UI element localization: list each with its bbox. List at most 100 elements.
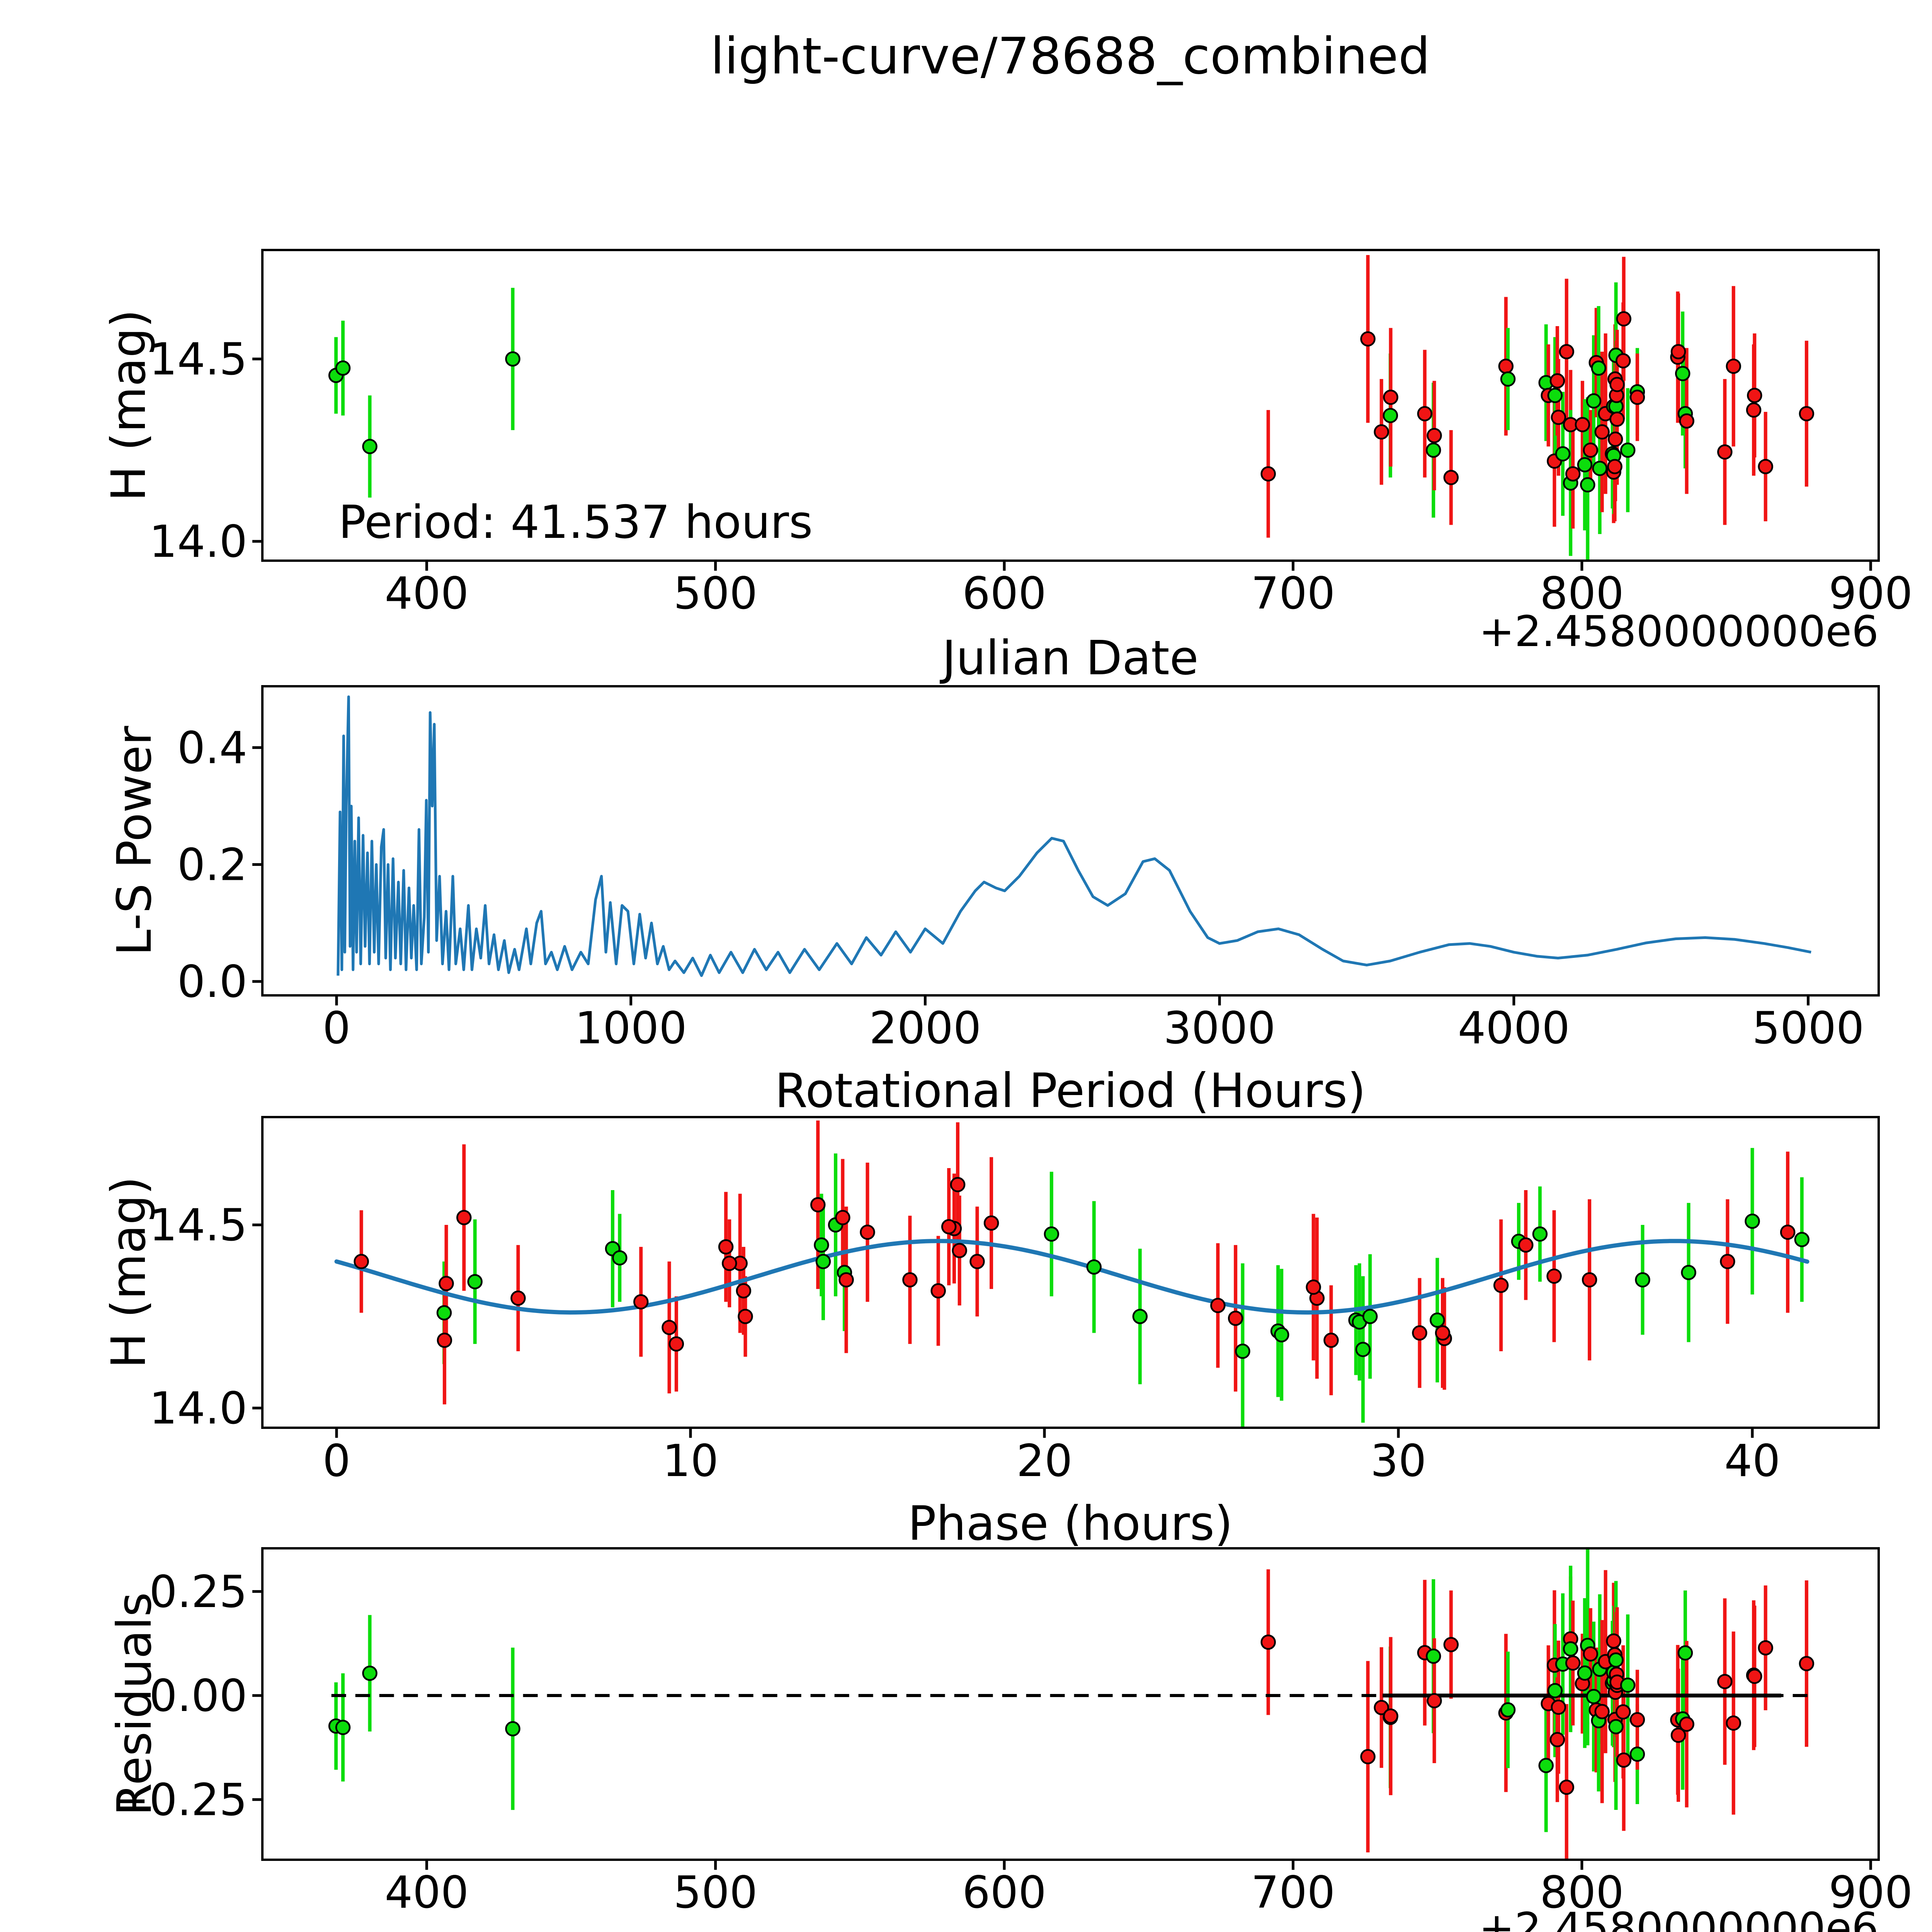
x-tick-label: 0 [323, 1002, 351, 1054]
data-point-red [1575, 417, 1590, 432]
data-point-red [1629, 389, 1645, 405]
data-point-red [1260, 1634, 1276, 1650]
data-point-red [1670, 344, 1686, 359]
data-point-red [1435, 1325, 1451, 1341]
y-tick-label: 14.0 [149, 516, 247, 567]
ylabel-h-mag-2: H (mag) [101, 1177, 156, 1369]
data-point-red [1417, 406, 1433, 422]
axis-offset-text-2: +2.4580000000e6 [1479, 1903, 1879, 1932]
data-point-red [902, 1272, 918, 1287]
data-point-red [969, 1254, 985, 1269]
x-tick-label: 900 [1828, 568, 1913, 619]
data-point-red [1260, 466, 1276, 482]
data-point-red [1427, 428, 1442, 443]
data-point-red [835, 1210, 850, 1225]
data-point-red [838, 1272, 854, 1287]
data-point-red [1799, 406, 1815, 422]
x-tick-label: 3000 [1163, 1002, 1276, 1054]
y-tick-label: 14.5 [149, 333, 247, 385]
data-point-green [436, 1305, 452, 1321]
data-point-red [1565, 1655, 1581, 1671]
data-point-red [950, 1177, 966, 1192]
data-point-red [1616, 1752, 1631, 1768]
data-point-red [668, 1336, 684, 1352]
data-point-red [860, 1225, 875, 1240]
data-point-red [1443, 470, 1459, 485]
ylabel-ls-power: L-S Power [107, 726, 162, 956]
data-point-green [1425, 442, 1441, 458]
x-tick-label: 700 [1251, 1867, 1335, 1918]
data-point-red [1747, 388, 1762, 403]
data-point-red [1559, 1779, 1575, 1795]
data-point-red [1210, 1298, 1226, 1313]
data-point-green [1538, 1758, 1554, 1773]
data-point-green [1500, 371, 1516, 387]
period-annotation: Period: 41.537 hours [338, 495, 813, 549]
y-tick-label: 0.4 [177, 722, 247, 774]
data-point-green [1794, 1232, 1810, 1247]
axes-frame [261, 249, 1880, 562]
data-point-red [1443, 1637, 1459, 1652]
data-point-green [1586, 1689, 1602, 1704]
data-point-red [1758, 1640, 1773, 1656]
data-point-red [1607, 431, 1623, 447]
data-point-red [983, 1215, 999, 1231]
data-point-green [1635, 1272, 1650, 1287]
data-point-red [722, 1255, 737, 1271]
x-tick-label: 600 [962, 1867, 1046, 1918]
ylabel-residuals: Residuals [107, 1592, 162, 1816]
x-tick-label: 2000 [869, 1002, 981, 1054]
x-tick-label: 500 [673, 568, 758, 619]
data-point-red [736, 1283, 752, 1299]
data-point-red [1412, 1325, 1427, 1341]
data-point-green [1355, 1342, 1371, 1357]
x-tick-label: 800 [1540, 1867, 1624, 1918]
data-point-red [1594, 424, 1610, 440]
data-point-red [1616, 311, 1631, 327]
data-point-green [1132, 1309, 1148, 1324]
data-point-green [815, 1254, 831, 1269]
data-point-green [1620, 442, 1636, 458]
data-point-red [662, 1320, 677, 1335]
data-point-red [1615, 353, 1631, 369]
data-point-red [810, 1197, 826, 1213]
data-point-red [1747, 1668, 1762, 1684]
data-point-red [1679, 1716, 1694, 1732]
data-point-red [1799, 1656, 1815, 1672]
data-point-green [1580, 477, 1595, 493]
panel-residuals: 400 500 600 700 800 900 −0.25 0.00 0.25 Julian D… [107, 1547, 1913, 1932]
periodogram-curve [337, 695, 1811, 977]
data-point-red [1780, 1225, 1796, 1240]
data-point-green [1383, 408, 1398, 423]
figure-title: light-curve/78688_combined [711, 27, 1430, 85]
data-point-red [1323, 1332, 1339, 1348]
data-point-red [1383, 1708, 1398, 1724]
x-tick-label: 4000 [1458, 1002, 1570, 1054]
xlabel-rotational-period: Rotational Period (Hours) [775, 1063, 1366, 1118]
data-point-red [1758, 459, 1773, 474]
data-point-green [505, 351, 520, 367]
data-point-green [1629, 1747, 1645, 1762]
x-tick-label: 600 [962, 568, 1046, 619]
panel-phase: 0 10 20 30 40 14.0 14.5 Phase (hours) H (mag) [101, 1116, 1880, 1551]
data-point-red [437, 1332, 452, 1348]
x-tick-label: 5000 [1752, 1002, 1864, 1054]
panel-periodogram: 0 1000 2000 3000 4000 5000 0.0 0.2 0.4 Rotationa… [107, 685, 1880, 1118]
data-point-red [1498, 359, 1514, 374]
x-tick-label: 400 [384, 568, 469, 619]
y-tick-label: 0.25 [149, 1566, 247, 1617]
x-tick-label: 1000 [575, 1002, 687, 1054]
data-point-green [1592, 461, 1607, 476]
xlabel-phase: Phase (hours) [908, 1496, 1233, 1551]
data-point-red [456, 1210, 472, 1225]
data-point-red [1717, 444, 1733, 460]
data-point-red [1565, 466, 1581, 482]
data-point-green [612, 1250, 628, 1266]
fit-curve [334, 1239, 1810, 1315]
data-point-red [941, 1219, 957, 1235]
data-point-red [1583, 442, 1599, 458]
x-tick-label: 800 [1540, 568, 1624, 619]
data-point-red [1228, 1310, 1243, 1326]
